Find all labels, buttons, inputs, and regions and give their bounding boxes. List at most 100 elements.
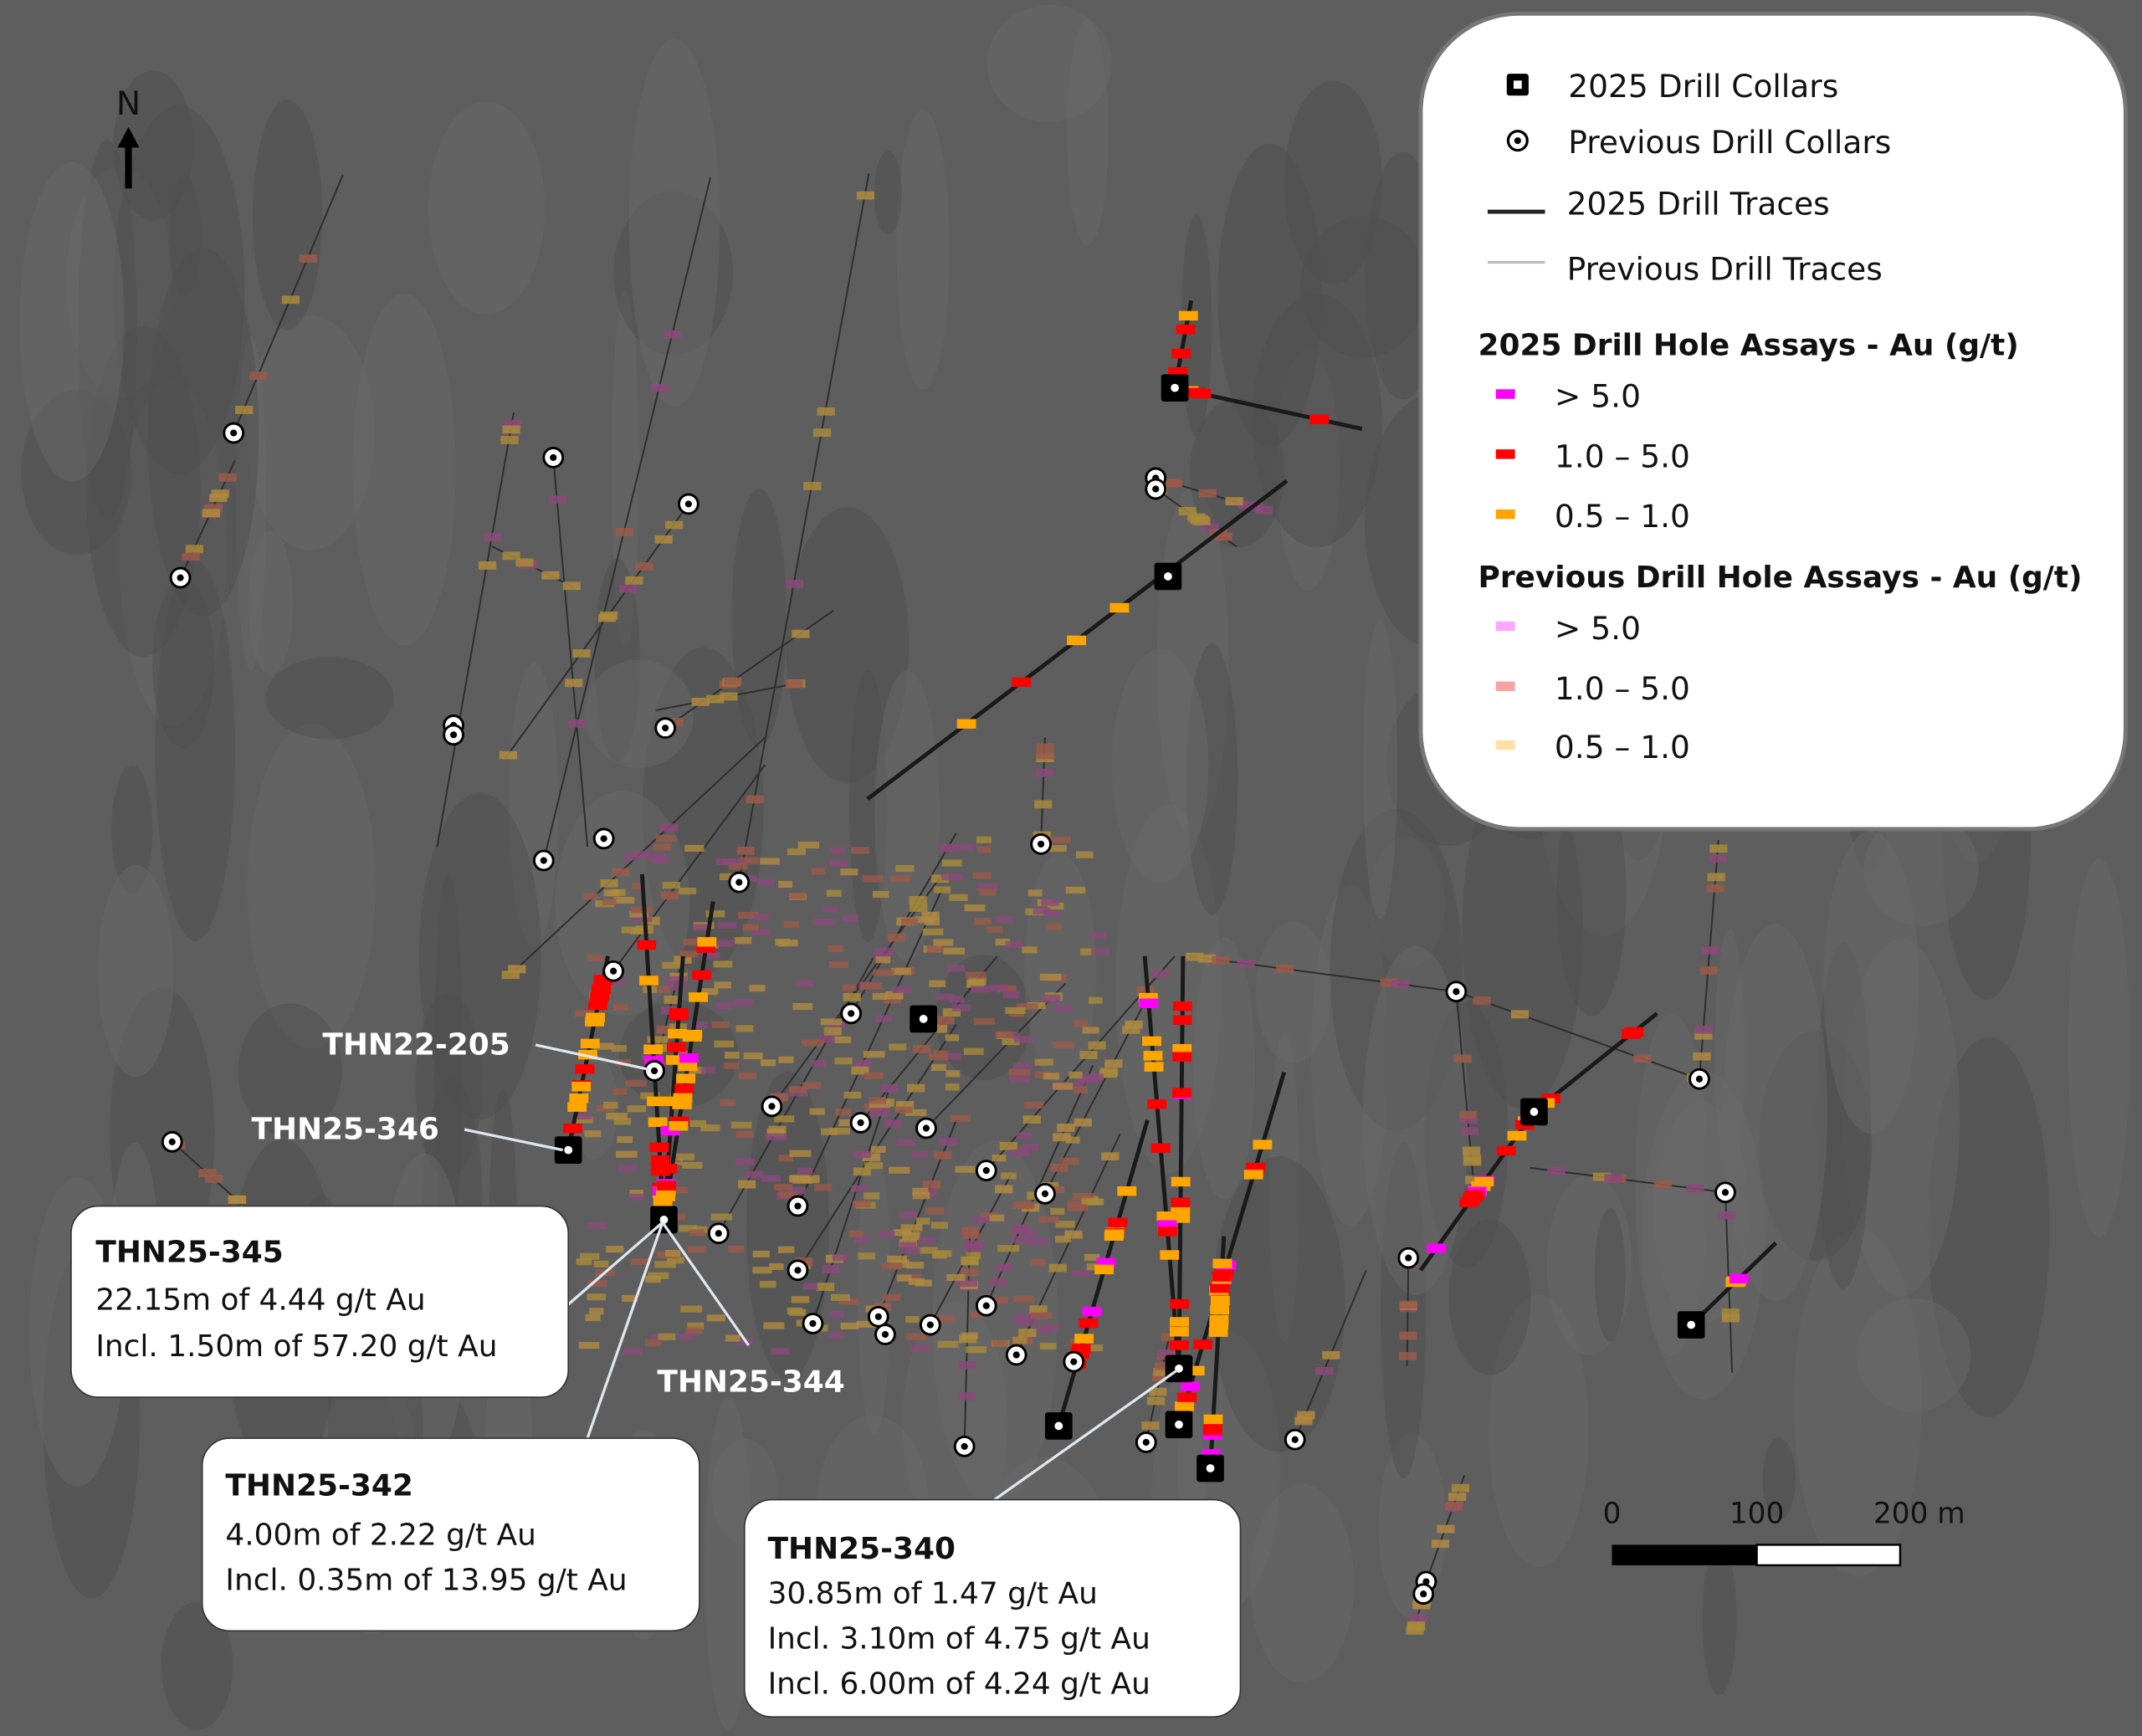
previous-assay-interval [822,1265,840,1274]
previous-collar-dot [177,574,184,581]
previous-assay-interval [653,986,671,993]
previous-assay-interval [1255,505,1273,515]
label-thn22-205: THN22-205 [322,1027,510,1062]
previous-assay-interval [625,1079,647,1087]
assay-interval-2025 [648,1117,668,1128]
previous-assay-interval [787,848,807,856]
previous-assay-interval [751,928,771,936]
previous-assay-interval [904,1109,927,1116]
scale-label-0: 0 [1603,1497,1622,1530]
collar-2025-dot [1530,1108,1539,1116]
previous-assay-interval [941,859,962,867]
previous-assay-interval [715,940,734,947]
previous-assay-interval [730,1121,752,1129]
previous-assay-interval [683,938,699,946]
previous-assay-interval [1055,1221,1075,1228]
previous-assay-interval [943,947,965,955]
previous-assay-interval [664,996,682,1004]
assay-interval-2025 [1427,1243,1447,1253]
previous-assay-interval [820,1018,843,1026]
previous-assay-interval [615,527,634,536]
previous-collar-icon [840,1002,863,1025]
previous-assay-interval [792,1002,813,1011]
assay-interval-2025 [667,1042,686,1052]
terrain-patch [1448,1219,1531,1375]
previous-assay-interval [906,1262,925,1269]
collar-2025-icon [1165,1354,1193,1383]
previous-assay-interval [1013,1036,1035,1043]
previous-assay-interval [617,1165,638,1172]
previous-assay-interval [1701,946,1719,955]
previous-assay-interval [1709,854,1727,863]
previous-assay-interval [1057,1124,1075,1132]
terrain-patch [352,293,456,646]
previous-assay-interval [478,561,497,570]
previous-assay-interval [1458,1110,1478,1119]
previous-assay-interval [853,1059,873,1068]
previous-assay-interval [1002,1037,1020,1046]
previous-collar-icon [1034,1182,1056,1205]
assay-interval-2025 [1624,1027,1644,1037]
drill-trace-2025 [1176,1071,1287,1426]
previous-assay-interval [918,1247,938,1254]
previous-assay-interval [1043,910,1060,918]
terrain-patch [1311,884,1389,1226]
assay-interval-2025 [683,1029,703,1040]
terrain-patch [902,1302,1008,1545]
previous-assay-interval [1048,1263,1067,1273]
previous-assay-interval [831,1293,850,1301]
previous-assay-interval [202,509,220,518]
previous-assay-interval [1294,1416,1313,1426]
assay-interval-2025 [1459,1197,1479,1208]
legend-assays-2025-heading: 2025 Drill Hole Assays - Au (g/t) [1478,328,2019,362]
previous-assay-interval [775,939,791,946]
terrain-patch [2068,858,2130,1237]
legend-traces-2025: 2025 Drill Traces [1567,185,1830,222]
previous-assay-interval [1087,1198,1104,1206]
previous-assay-interval [921,911,940,920]
previous-assay-interval [1459,1115,1478,1124]
previous-assay-interval [910,904,928,912]
previous-assay-interval [603,1101,618,1109]
previous-assay-interval [578,1341,600,1349]
previous-assay-interval [862,875,884,883]
previous-assay-interval [869,1109,891,1117]
callout-thn25-342: THN25-342 4.00m of 2.22 g/t Au Incl. 0.3… [201,1437,700,1632]
previous-assay-interval [955,1165,976,1173]
previous-assay-interval [843,992,861,1001]
terrain-patch [1067,19,1109,246]
previous-assay-interval [760,858,780,865]
previous-assay-interval [589,1308,604,1315]
previous-collar-icon [1030,833,1052,855]
previous-assay-interval [936,1016,955,1025]
previous-assay-interval [1005,1006,1026,1014]
callout-line: Incl. 1.50m of 57.20 g/t Au [95,1329,497,1364]
previous-assay-interval [851,1185,869,1192]
previous-assay-interval [633,851,653,858]
previous-assay-interval [939,1137,958,1146]
previous-collar-dot [1142,1438,1150,1447]
assay-interval-2025 [692,970,712,981]
scale-bar: 0 100 200 m [1603,1497,1965,1567]
previous-assay-interval [585,1314,601,1322]
previous-assay-interval [675,1153,695,1160]
label-thn25-346: THN25-346 [251,1113,438,1147]
previous-assay-interval [735,1158,755,1165]
legend-collars-2025: 2025 Drill Collars [1568,68,1838,105]
previous-assay-interval [863,1162,884,1170]
previous-assay-interval [1089,932,1107,940]
previous-assay-interval [1315,1367,1334,1375]
previous-assay-interval [858,1252,876,1260]
assay-interval-2025 [1096,1257,1116,1267]
previous-assay-interval [999,1142,1017,1150]
previous-assay-interval [1082,1027,1099,1034]
previous-assay-interval [1154,1361,1173,1370]
assay-interval-2025 [1464,1191,1484,1201]
previous-assay-interval [1694,1025,1714,1034]
previous-assay-interval [662,961,682,969]
assay-interval-2025 [696,943,716,953]
previous-collar-icon [975,1294,997,1317]
previous-assay-interval [1012,1201,1033,1210]
previous-assay-interval [1407,1622,1425,1631]
previous-assay-interval [568,719,587,728]
